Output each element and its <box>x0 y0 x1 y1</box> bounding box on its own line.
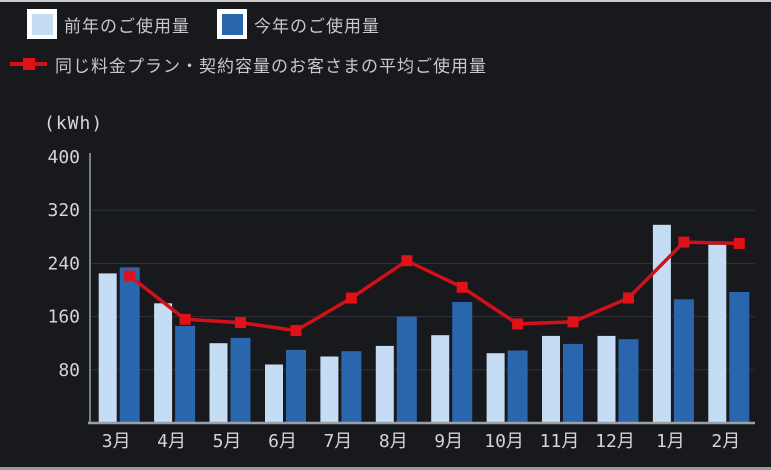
average-legend-label: 同じ料金プラン・契約容量のお客さまの平均ご使用量 <box>55 56 487 77</box>
bar-prev-3月 <box>98 273 117 423</box>
bar-this-7月 <box>341 351 362 423</box>
x-tick-8月: 8月 <box>379 431 408 452</box>
bar-this-10月 <box>507 350 528 423</box>
bar-this-6月 <box>286 349 306 424</box>
x-tick-12月: 12月 <box>595 431 635 452</box>
x-tick-11月: 11月 <box>540 431 580 452</box>
average-marker-10月 <box>512 318 524 330</box>
average-marker-4月 <box>179 313 191 325</box>
bar-this-1月 <box>673 299 694 423</box>
average-marker-3月 <box>124 270 136 282</box>
x-tick-1月: 1月 <box>656 431 685 452</box>
y-tick-320: 320 <box>47 200 80 221</box>
legend-item-prev-year: 前年のご使用量 <box>27 9 190 39</box>
x-tick-5月: 5月 <box>213 431 242 452</box>
bar-prev-7月 <box>320 356 339 423</box>
x-tick-10月: 10月 <box>484 431 524 452</box>
average-marker-6月 <box>290 325 302 337</box>
bar-prev-1月 <box>652 224 671 423</box>
bar-this-2月 <box>729 292 750 423</box>
bar-prev-4月 <box>154 303 173 423</box>
y-tick-160: 160 <box>47 307 80 328</box>
average-marker-7月 <box>345 292 357 304</box>
x-tick-6月: 6月 <box>268 431 297 452</box>
y-tick-80: 80 <box>58 360 80 381</box>
x-tick-4月: 4月 <box>157 431 186 452</box>
bar-this-12月 <box>618 339 639 423</box>
prev-year-legend-label: 前年のご使用量 <box>64 16 190 37</box>
this-year-swatch-icon <box>217 9 247 39</box>
average-marker-2月 <box>733 237 745 249</box>
average-marker-8月 <box>401 255 413 267</box>
average-marker-9月 <box>456 281 468 293</box>
bar-this-8月 <box>396 316 417 423</box>
bar-this-3月 <box>119 267 140 423</box>
prev-year-swatch-fill <box>31 13 53 35</box>
bar-prev-9月 <box>431 335 450 423</box>
y-tick-240: 240 <box>47 253 80 274</box>
y-tick-400: 400 <box>47 147 80 168</box>
legend-row-bars: 前年のご使用量 今年のご使用量 <box>27 9 380 39</box>
bar-this-5月 <box>230 337 251 423</box>
average-marker-1月 <box>678 236 690 248</box>
y-axis-unit-label: (kWh) <box>44 113 104 134</box>
x-tick-3月: 3月 <box>102 431 131 452</box>
bar-prev-2月 <box>708 244 727 423</box>
bar-prev-12月 <box>597 335 616 423</box>
x-tick-7月: 7月 <box>323 431 352 452</box>
x-tick-9月: 9月 <box>434 431 463 452</box>
this-year-swatch-fill <box>221 13 243 35</box>
bar-this-4月 <box>175 325 196 423</box>
bar-prev-6月 <box>265 364 283 423</box>
average-line-icon <box>10 58 47 70</box>
bar-prev-10月 <box>486 353 505 423</box>
bar-prev-5月 <box>209 343 228 423</box>
this-year-legend-label: 今年のご使用量 <box>254 16 380 37</box>
average-usage-line <box>128 240 740 333</box>
legend-item-this-year: 今年のご使用量 <box>217 9 380 39</box>
average-line-square <box>23 58 35 70</box>
bar-this-9月 <box>452 302 473 423</box>
x-tick-2月: 2月 <box>711 431 740 452</box>
bar-prev-11月 <box>542 335 560 423</box>
legend-row-average: 同じ料金プラン・契約容量のお客さまの平均ご使用量 <box>10 53 487 77</box>
prev-year-swatch-icon <box>27 9 57 39</box>
average-marker-5月 <box>235 317 246 329</box>
average-marker-11月 <box>567 316 579 328</box>
bar-this-11月 <box>563 343 583 423</box>
bar-prev-8月 <box>375 345 394 423</box>
average-marker-12月 <box>623 292 634 304</box>
